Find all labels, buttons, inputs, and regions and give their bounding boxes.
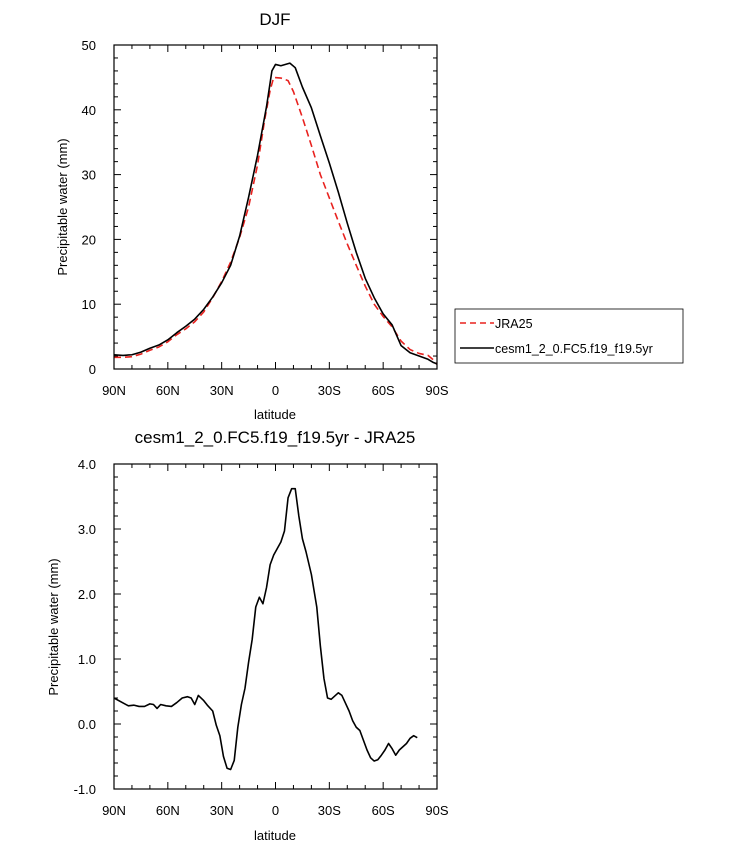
legend-box [454,308,684,364]
bottom-y-tick-label: 4.0 [78,457,96,472]
bottom-y-tick-label: 0.0 [78,717,96,732]
bottom-x-tick-label: 90N [102,803,126,818]
top-x-tick-label: 90N [102,383,126,398]
top-x-axis-label: latitude [254,407,296,422]
bottom-x-tick-label: 60N [156,803,180,818]
top-chart-title: DJF [259,10,290,29]
bottom-x-tick-label: 30N [210,803,234,818]
top-x-tick-label: 30S [318,383,341,398]
top-plot-frame [113,44,438,370]
top-series-line-0 [114,76,438,365]
bottom-plot-frame [113,463,438,790]
top-y-axis-label: Precipitable water (mm) [55,138,70,275]
legend-label-jra25: JRA25 [495,317,533,331]
top-y-tick-label: 40 [82,103,96,118]
bottom-x-tick-label: 0 [272,803,279,818]
bottom-x-tick-label: 60S [372,803,395,818]
top-x-tick-label: 60N [156,383,180,398]
bottom-y-tick-label: 3.0 [78,522,96,537]
bottom-x-axis-label: latitude [254,828,296,843]
top-y-tick-label: 30 [82,168,96,183]
legend-label-cesm: cesm1_2_0.FC5.f19_f19.5yr [495,342,653,356]
bottom-y-tick-label: 1.0 [78,652,96,667]
top-y-tick-label: 20 [82,232,96,247]
bottom-series-line-0 [113,487,418,771]
top-panel-djf: DJF Precipitable water (mm) latitude 90N… [55,10,449,422]
bottom-axis-ticks: 90N 60N 30N 0 30S 60S 90S -1.0 0.0 1.0 2.0 3.0 4.0 [74,457,449,818]
top-y-tick-label: 10 [82,297,96,312]
bottom-series-lines [113,487,418,771]
bottom-chart-title: cesm1_2_0.FC5.f19_f19.5yr - JRA25 [135,428,416,447]
top-x-tick-label: 90S [425,383,448,398]
bottom-x-tick-label: 90S [425,803,448,818]
top-y-tick-label: 0 [89,362,96,377]
bottom-y-tick-label: 2.0 [78,587,96,602]
top-x-tick-label: 30N [210,383,234,398]
top-series-lines [113,62,438,365]
top-axis-ticks: 90N 60N 30N 0 30S 60S 90S 0 10 20 30 40 50 [82,38,449,398]
bottom-y-tick-label: -1.0 [74,782,96,797]
bottom-panel-difference: cesm1_2_0.FC5.f19_f19.5yr - JRA25 Precip… [46,428,449,843]
top-y-tick-label: 50 [82,38,96,53]
top-x-tick-label: 0 [272,383,279,398]
bottom-x-tick-label: 30S [318,803,341,818]
legend: JRA25 cesm1_2_0.FC5.f19_f19.5yr [454,308,684,364]
bottom-y-axis-label: Precipitable water (mm) [46,558,61,695]
top-x-tick-label: 60S [372,383,395,398]
top-series-line-1 [113,62,438,365]
